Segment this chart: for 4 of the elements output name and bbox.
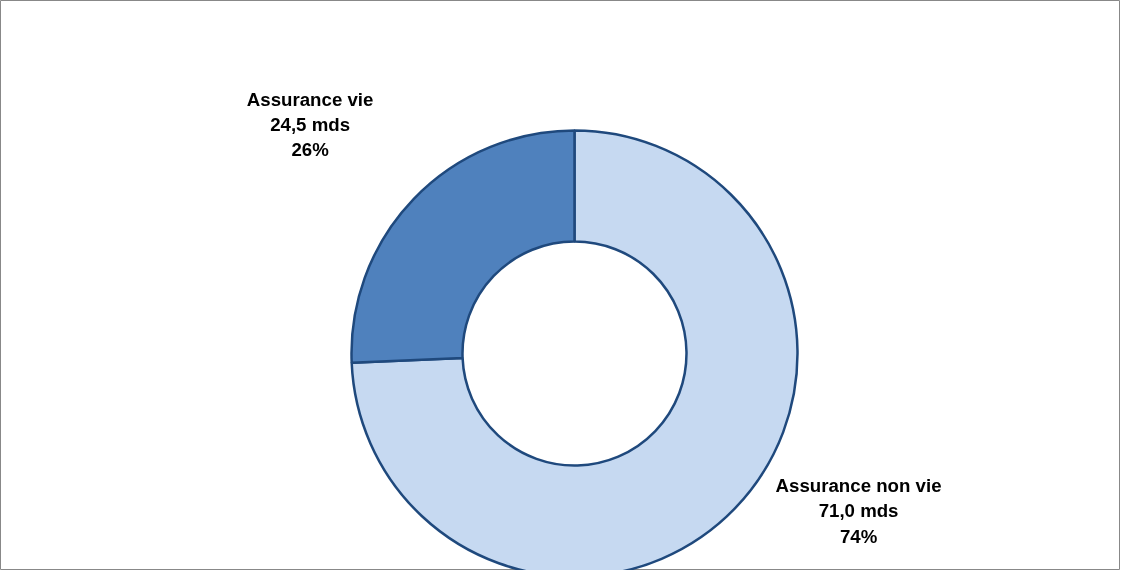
slice-label: Assurance vie	[246, 89, 374, 111]
slice-label: Assurance non vie	[775, 475, 942, 497]
data-label: 71,0 mds 74%	[818, 500, 899, 547]
data-label: 24,5 mds 26%	[270, 114, 351, 161]
